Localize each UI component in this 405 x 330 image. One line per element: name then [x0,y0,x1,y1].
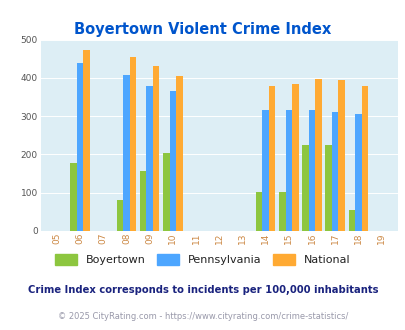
Text: Crime Index corresponds to incidents per 100,000 inhabitants: Crime Index corresponds to incidents per… [28,285,377,295]
Bar [146,85,153,231]
Bar [83,50,90,231]
Bar [70,163,77,231]
Bar [354,114,361,231]
Bar [325,145,331,231]
Bar [302,145,308,231]
Text: Boyertown Violent Crime Index: Boyertown Violent Crime Index [74,22,331,37]
Bar [163,152,169,231]
Bar [308,111,315,231]
Bar [262,111,268,231]
Bar [315,79,321,231]
Bar [153,66,159,231]
Bar [331,112,338,231]
Bar [361,86,367,231]
Bar [278,192,285,231]
Bar [140,171,146,231]
Bar [348,210,354,231]
Bar [77,63,83,231]
Bar [338,80,344,231]
Bar [169,90,176,231]
Bar [285,111,291,231]
Bar [255,192,262,231]
Bar [176,76,182,231]
Text: © 2025 CityRating.com - https://www.cityrating.com/crime-statistics/: © 2025 CityRating.com - https://www.city… [58,312,347,321]
Bar [116,200,123,231]
Bar [123,75,129,231]
Bar [268,86,275,231]
Bar [291,84,298,231]
Legend: Boyertown, Pennsylvania, National: Boyertown, Pennsylvania, National [51,250,354,270]
Bar [129,57,136,231]
